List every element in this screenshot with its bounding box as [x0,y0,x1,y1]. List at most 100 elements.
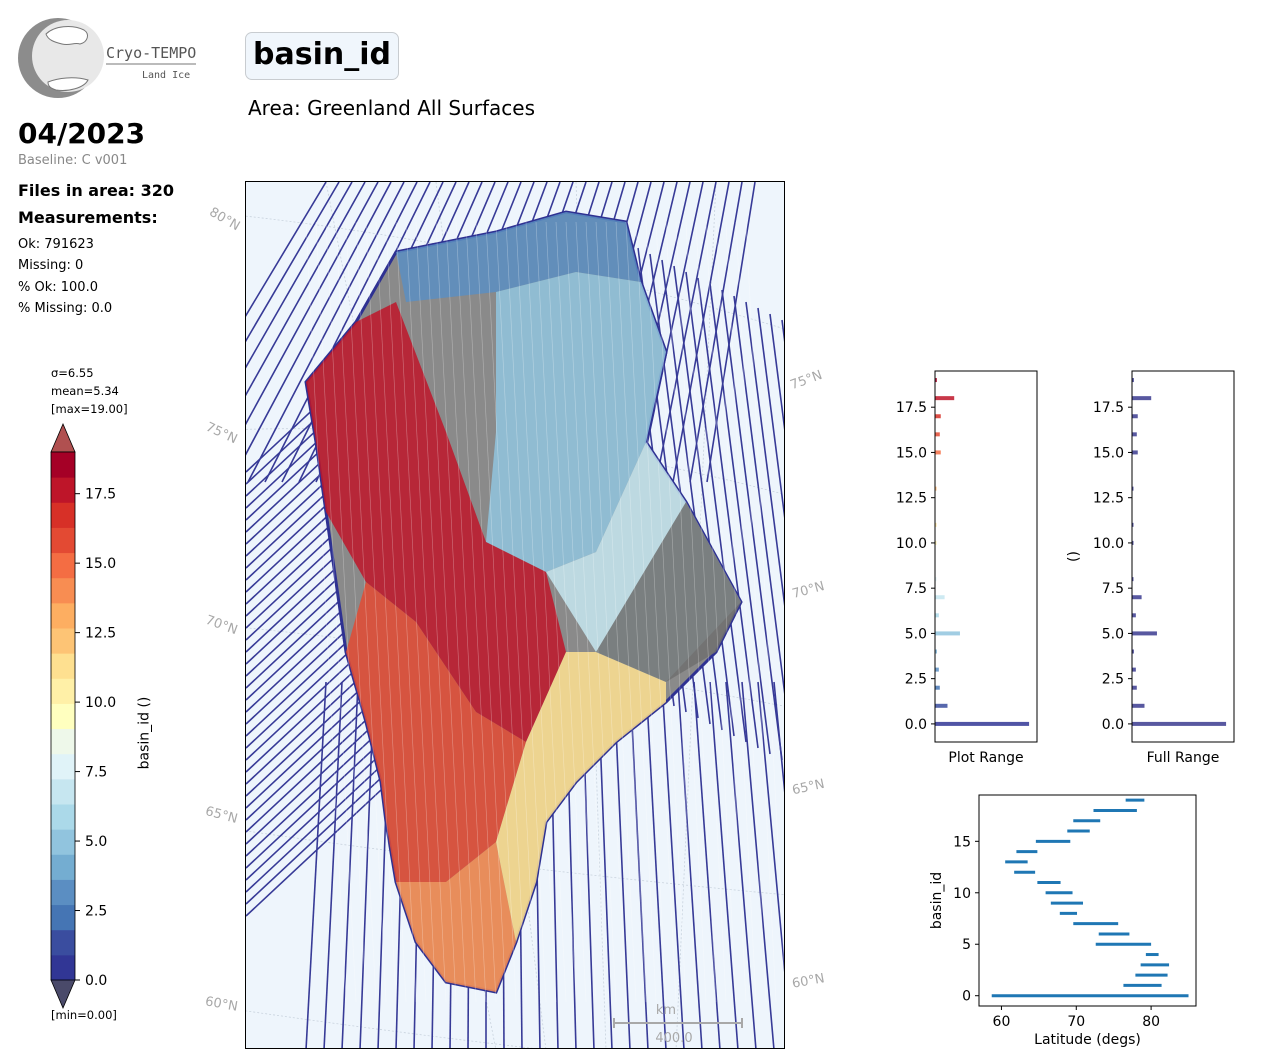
y-tick-label: 15 [953,834,971,850]
land-track-line [695,221,737,1003]
colorbar-segment [51,954,75,981]
colorbar-segment [51,552,75,579]
y-tick-label: 10.0 [1093,536,1124,552]
colorbar-segment [51,854,75,880]
land-track-line [515,221,557,1003]
histogram-bar [935,703,948,708]
histogram-bar [1132,595,1142,600]
track-line [305,681,327,1048]
basin-region [306,302,566,742]
colorbar-tick-label: 2.5 [85,904,107,920]
land-track-line [485,221,527,1003]
histogram-bar [935,631,960,636]
y-tick-label: 15.0 [896,445,927,461]
axes-frame [1131,370,1235,743]
track-line [661,681,685,1048]
track-line [697,277,759,749]
colorbar-sigma: σ=6.55 [51,366,94,380]
histogram-bar [935,486,937,491]
histogram-bar [1132,577,1134,582]
stat-missing: Missing: 0 [18,258,84,273]
track-line [629,681,649,1048]
x-tick-label: 60 [993,1014,1011,1030]
histogram-bar [1132,667,1136,672]
colorbar-segment [51,678,75,704]
colorbar-tick-label: 7.5 [85,765,107,781]
land-track-line [585,221,627,1003]
y-tick-label: 12.5 [1093,491,1124,507]
colorbar-segment [51,628,75,654]
track-line [264,182,418,483]
track-line [645,681,667,1048]
land-track-line [685,221,727,1003]
track-line [757,681,784,973]
colorbar-segment [51,703,75,730]
land-track-line [395,221,437,1003]
y-tick-label: 10 [953,886,971,902]
colorbar: 0.0 2.5 5.0 7.5 10.0 12.5 15.0 17.5 [50,422,116,1010]
basin-region [496,652,666,942]
colorbar-segment [51,753,75,780]
axes-frame [978,794,1197,1007]
land-track-line [475,221,517,1003]
land-track-line [555,221,597,1003]
track-line [769,313,784,430]
histogram-bar [935,667,939,672]
track-line [725,681,757,1048]
measurements-title: Measurements: [18,208,158,227]
y-tick-label: 15.0 [1093,445,1124,461]
land-track-line [495,221,537,1003]
land-track-line [345,221,387,1003]
histogram-bar [935,396,955,401]
track-line [246,182,340,343]
histogram-bar [1132,432,1137,437]
y-tick-label: 2.5 [905,672,927,688]
land-track-line [425,221,467,1003]
histogram-bar [935,432,940,437]
y-tick-label: 7.5 [1102,581,1124,597]
greenland-map: km 400.0 [245,181,785,1049]
track-line [246,182,379,426]
track-line [672,182,730,483]
track-line [685,271,747,743]
histogram-bar [935,685,940,690]
land-track-line [705,221,747,1003]
y-tick-label: 17.5 [896,400,927,416]
colorbar-segment [51,778,75,805]
x-tick-label: 70 [1067,1014,1085,1030]
histogram-bar [1132,613,1136,618]
area-subtitle: Area: Greenland All Surfaces [248,96,535,120]
track-line [246,182,366,397]
track-line [677,681,703,1048]
histogram-bar [1132,522,1134,527]
histogram-bar [1132,631,1157,636]
colorbar-segment [51,502,75,528]
y-tick-label: 0 [962,989,971,1005]
y-tick-label: 5.0 [905,626,927,642]
colorbar-segment [51,929,75,956]
full-range-histogram: 0.0 2.5 5.0 7.5 10.0 12.5 15.0 17.5 Full Range () [1066,370,1235,766]
land-track-line [645,221,687,1003]
x-axis-label: Full Range [1147,750,1220,766]
scalebar-value: 400.0 [655,1031,692,1046]
land-track-line [635,221,677,1003]
colorbar-max: [max=19.00] [51,402,128,416]
land-track-line [525,221,567,1003]
colorbar-mean: mean=5.34 [51,384,119,398]
colorbar-segment [51,879,75,906]
land-track-line [465,221,507,1003]
y-tick-label: 0.0 [1102,717,1124,733]
track-line [673,265,735,737]
map-canvas: km 400.0 [246,182,784,1048]
track-line [246,182,327,317]
stat-pct-ok: % Ok: 100.0 [18,280,98,295]
y-tick-label: 0.0 [905,717,927,733]
land-track-line [735,221,777,1003]
track-line [757,307,784,518]
axes-frame [934,370,1038,743]
colorbar-segment [51,602,75,629]
land-track-line [365,221,407,1003]
plot-range-histogram: 0.0 2.5 5.0 7.5 10.0 12.5 15.0 17.5 Plot Range [896,370,1038,766]
scalebar-unit: km [656,1003,676,1018]
histogram-bar [935,450,941,455]
